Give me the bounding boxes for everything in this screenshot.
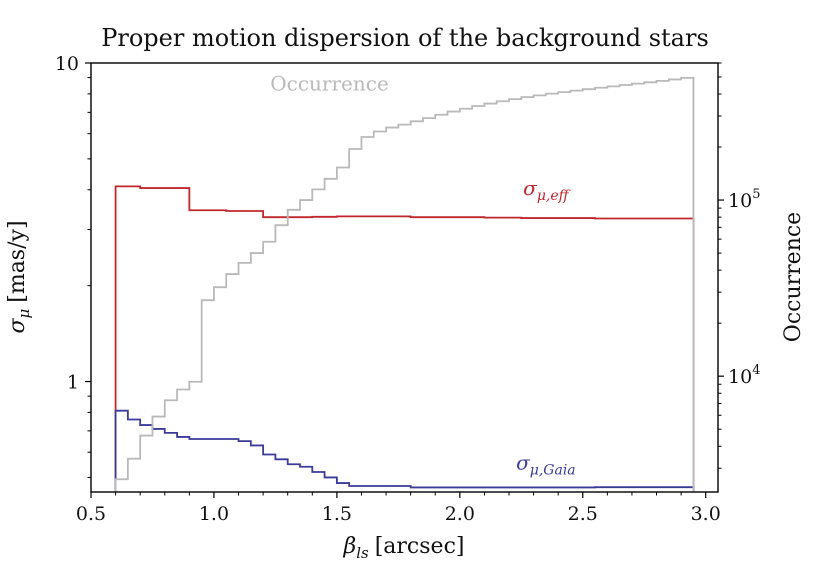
x-axis-label-symbol: β <box>343 534 357 559</box>
chart-title: Proper motion dispersion of the backgrou… <box>101 24 709 52</box>
sigma-gaia-label: σμ,Gaia <box>516 450 576 478</box>
y-axis-label-sub: μ <box>15 309 33 319</box>
annotation-layer: Occurrence σμ,eff σμ,Gaia <box>270 71 575 478</box>
series-layer <box>114 76 695 492</box>
x-tick-label: 3.0 <box>691 503 721 525</box>
y-axis-label-unit: [mas/y] <box>5 220 30 302</box>
occurrence-histogram <box>114 76 695 492</box>
x-axis-label: βls [arcsec] <box>343 534 465 562</box>
x-axis-label-unit: [arcsec] <box>375 534 465 559</box>
sigma-eff-label: σμ,eff <box>523 176 570 204</box>
y-axis-right: 104 105 <box>718 62 760 469</box>
x-tick-label: 1.0 <box>199 503 229 525</box>
y-axis-left: 1 10 <box>55 53 91 478</box>
x-tick-label: 1.5 <box>322 503 352 525</box>
x-tick-label: 0.5 <box>76 503 106 525</box>
x-tick-label: 2.0 <box>445 503 475 525</box>
y-tick-label: 1 <box>67 372 79 394</box>
y2-tick-label: 105 <box>728 187 760 212</box>
x-axis-label-sub: ls <box>356 544 369 562</box>
y-axis-label: σμ [mas/y] <box>5 220 33 333</box>
sigma-gaia-histogram <box>114 409 695 492</box>
occurrence-label: Occurrence <box>270 71 389 95</box>
x-axis: 0.5 1.0 1.5 2.0 2.5 3.0 <box>76 492 721 525</box>
y2-axis-label: Occurrence <box>781 212 806 342</box>
x-tick-label: 2.5 <box>568 503 598 525</box>
sigma-eff-histogram <box>114 185 695 492</box>
y-tick-label: 10 <box>55 53 79 75</box>
plot-frame <box>90 62 719 493</box>
y-axis-label-symbol: σ <box>5 318 30 334</box>
y2-tick-label: 104 <box>728 363 760 388</box>
